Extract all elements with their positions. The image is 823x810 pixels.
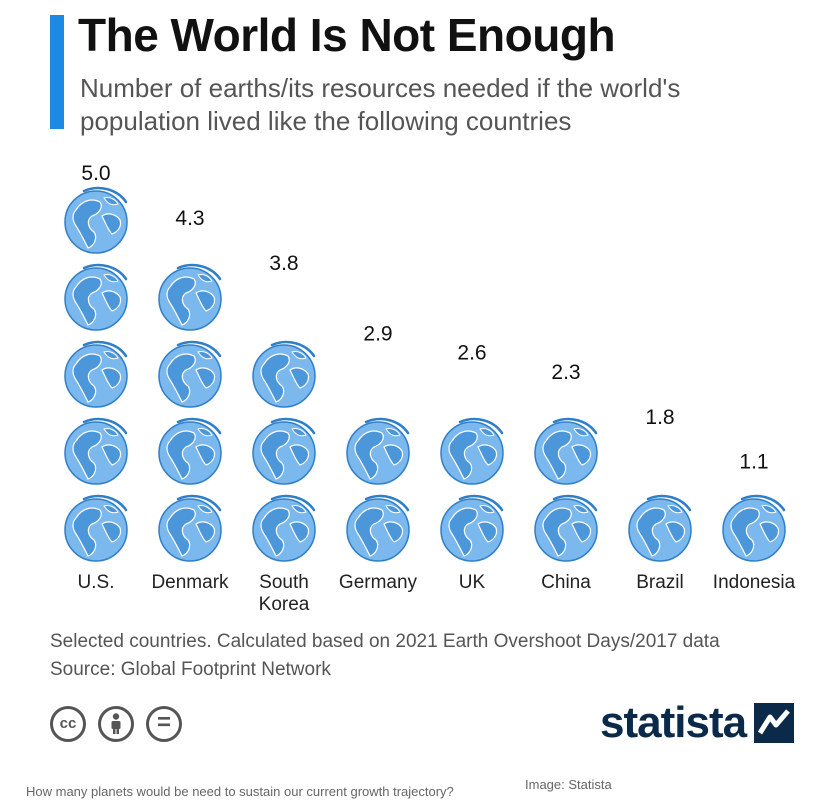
value-label: 2.3 xyxy=(551,361,580,384)
globe-icon xyxy=(157,340,223,409)
globe-icon xyxy=(157,417,223,486)
globe-icon xyxy=(533,494,599,563)
category-label: Brazil xyxy=(636,572,684,593)
globe-icon xyxy=(63,186,129,255)
category-label: Denmark xyxy=(151,572,229,593)
statista-mark-icon xyxy=(754,703,795,743)
category-label: Germany xyxy=(339,572,418,593)
no-derivatives-icon[interactable]: = xyxy=(146,706,182,742)
globe-icon xyxy=(721,494,787,563)
globe-icon xyxy=(157,494,223,563)
infographic-card: The World Is Not Enough Number of earths… xyxy=(50,9,796,748)
globe-icon xyxy=(345,494,411,563)
cc-label: cc xyxy=(59,715,77,732)
category-label: UK xyxy=(459,572,486,593)
person-icon xyxy=(111,713,121,734)
category-label: Indonesia xyxy=(713,572,796,593)
cc-icon[interactable]: cc xyxy=(50,706,86,742)
value-label: 5.0 xyxy=(81,162,110,185)
chart-title: The World Is Not Enough xyxy=(78,9,616,61)
image-credit: Image: Statista xyxy=(525,777,612,792)
globe-icon xyxy=(439,417,505,486)
image-caption: How many planets would be need to sustai… xyxy=(26,784,454,799)
value-label: 3.8 xyxy=(269,252,298,275)
partial-globe-icon xyxy=(347,342,409,407)
category-label: China xyxy=(541,572,591,593)
globe-icon xyxy=(345,417,411,486)
value-label: 2.9 xyxy=(363,322,392,345)
globe-icon xyxy=(251,494,317,563)
source-text: Source: Global Footprint Network xyxy=(50,659,331,680)
note-text: Selected countries. Calculated based on … xyxy=(50,631,720,652)
globe-icon xyxy=(627,494,693,563)
globe-icon xyxy=(251,417,317,486)
globe-icon xyxy=(251,340,317,409)
globe-icon xyxy=(63,417,129,486)
category-label: Korea xyxy=(259,594,310,615)
globe-icon xyxy=(63,340,129,409)
globe-icon xyxy=(63,494,129,563)
accent-bar xyxy=(50,15,64,129)
value-label: 4.3 xyxy=(175,207,204,230)
chart-notes: Selected countries. Calculated based on … xyxy=(50,628,720,684)
value-label: 1.1 xyxy=(739,451,768,474)
equals-label: = xyxy=(156,709,171,736)
category-label: U.S. xyxy=(78,572,115,593)
brand-name: statista xyxy=(600,698,747,747)
attribution-icon[interactable] xyxy=(98,706,134,742)
globe-icon xyxy=(533,417,599,486)
globe-icon xyxy=(439,494,505,563)
value-label: 1.8 xyxy=(645,406,674,429)
statista-logo[interactable]: statista xyxy=(600,698,795,748)
category-label: South xyxy=(259,572,309,593)
chart-subtitle: Number of earths/its resources needed if… xyxy=(80,73,681,136)
globe-icon xyxy=(63,263,129,332)
globe-icon xyxy=(157,263,223,332)
value-label: 2.6 xyxy=(457,342,486,365)
